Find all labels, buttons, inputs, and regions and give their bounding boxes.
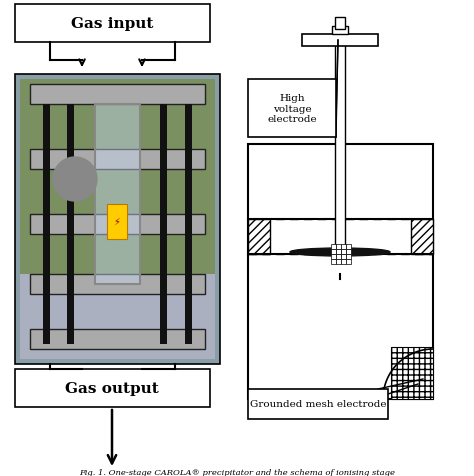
Ellipse shape [290, 248, 390, 257]
Bar [346, 245, 351, 249]
Bar [107, 205, 127, 239]
Bar [302, 35, 378, 47]
Bar [95, 105, 140, 284]
Bar [30, 215, 205, 235]
Text: Grounded mesh electrode: Grounded mesh electrode [250, 400, 386, 408]
Bar [341, 249, 346, 255]
Bar [335, 30, 345, 259]
Bar [248, 219, 270, 255]
Bar [20, 80, 215, 359]
Bar [331, 255, 336, 259]
Bar [336, 245, 341, 249]
Text: ⚡: ⚡ [114, 217, 120, 227]
Bar [336, 249, 341, 255]
Bar [20, 275, 215, 359]
Bar [331, 245, 336, 249]
Bar [336, 259, 341, 265]
Bar [341, 245, 346, 249]
Bar [411, 219, 433, 255]
Bar [346, 249, 351, 255]
Bar [43, 105, 50, 344]
Bar [391, 347, 433, 399]
Text: High
voltage
electrode: High voltage electrode [267, 94, 317, 124]
Bar [30, 85, 205, 105]
Bar [30, 149, 205, 169]
Bar [332, 27, 348, 35]
Bar [15, 369, 210, 407]
Bar [248, 80, 336, 138]
Bar [331, 259, 336, 265]
Bar [346, 259, 351, 265]
Bar [248, 389, 388, 419]
Bar [331, 249, 336, 255]
Bar [160, 105, 167, 344]
Bar [248, 145, 433, 399]
Text: Fig. 1. One-stage CAROLA® precipitator and the schema of ionising stage: Fig. 1. One-stage CAROLA® precipitator a… [79, 468, 395, 476]
Bar [30, 329, 205, 349]
Text: Gas output: Gas output [65, 381, 159, 395]
Polygon shape [53, 158, 97, 201]
Bar [335, 18, 345, 30]
Bar [30, 275, 205, 294]
Text: Gas input: Gas input [71, 17, 153, 31]
Bar [341, 259, 346, 265]
Bar [185, 105, 192, 344]
Bar [341, 255, 346, 259]
Bar [15, 75, 220, 364]
Bar [15, 5, 210, 43]
Bar [67, 105, 74, 344]
Bar [336, 255, 341, 259]
Bar [346, 255, 351, 259]
